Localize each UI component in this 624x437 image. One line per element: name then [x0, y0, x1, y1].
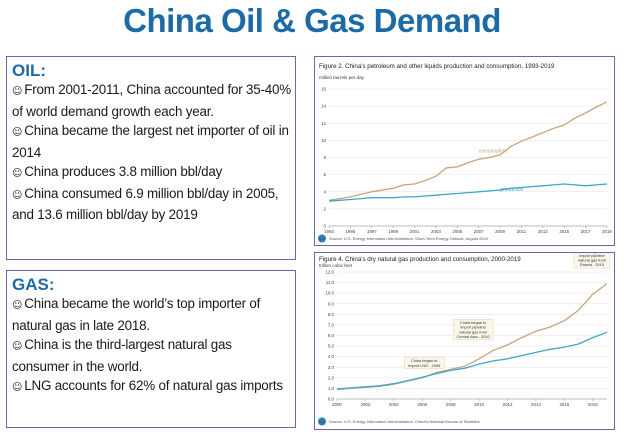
annotation-text: import pipeline	[579, 253, 604, 258]
gas-heading: GAS:	[12, 275, 55, 294]
y-tick-label: 5.0	[328, 344, 335, 349]
y-axis-unit: million barrels per day	[319, 75, 365, 80]
series-line-production	[328, 183, 608, 202]
oil-chart: Figure 2. China's petroleum and other li…	[318, 63, 612, 243]
annotation-text: China began to	[411, 358, 437, 363]
annotation-box	[573, 253, 611, 269]
series-line-production	[336, 331, 608, 390]
eia-logo-icon	[318, 417, 326, 426]
y-tick-label: 2.0	[328, 375, 335, 380]
eia-logo-text: eia	[319, 236, 325, 241]
series-line-consumption	[328, 101, 608, 201]
list-item: ☺ China consumed 6.9 million bbl/day in 2…	[12, 185, 279, 223]
list-item: ☺ China is the third-largest natural gas …	[12, 337, 232, 374]
x-tick-label: 2017	[581, 229, 591, 234]
x-tick-label: 2004	[389, 402, 399, 407]
y-tick-label: 9.0	[328, 301, 335, 306]
eia-logo-text: eia	[319, 419, 325, 424]
x-tick-label: 2006	[417, 402, 427, 407]
x-tick-label: 2008	[446, 402, 456, 407]
x-tick-label: 2010	[474, 402, 484, 407]
x-tick-label: 1999	[388, 229, 398, 234]
consumption-label: consumption	[479, 148, 508, 154]
list-item: ☺ LNG accounts for 62% of natural gas imp…	[12, 378, 283, 393]
x-tick-label: 1995	[345, 229, 355, 234]
x-tick-label: 1997	[367, 229, 377, 234]
chart-source: Source: U.S. Energy Information Administ…	[329, 419, 480, 424]
oil-bullet-list: ☺ From 2001-2011, China accounted for 35-…	[7, 80, 295, 225]
y-tick-label: 10.0	[325, 291, 334, 296]
y-tick-label: 2	[324, 206, 327, 211]
gas-chart: Figure 4. China's dry natural gas produc…	[318, 253, 611, 426]
x-tick-label: 2019	[602, 229, 612, 234]
smiley-bullet-icon: ☺	[12, 189, 23, 201]
chart-title: Figure 4. China's dry natural gas produc…	[319, 256, 521, 263]
page-title: China Oil & Gas Demand	[123, 2, 501, 39]
annotation-box	[452, 319, 494, 341]
gas-chart-figure: Figure 4. China's dry natural gas produc…	[314, 252, 615, 430]
y-tick-label: 4	[324, 189, 327, 194]
x-tick-label: 2013	[538, 229, 548, 234]
annotation-text: Russia - 2019	[580, 262, 604, 267]
eia-logo-icon	[318, 234, 326, 243]
annotation-text: natural gas from	[459, 329, 487, 334]
gas-panel: GAS: ☺ China became the world’s top impor…	[6, 270, 296, 428]
y-tick-label: 0.0	[328, 397, 335, 402]
smiley-bullet-icon: ☺	[12, 127, 23, 138]
list-item: ☺ From 2001-2011, China accounted for 35-…	[12, 82, 292, 119]
list-item: ☺ China became the largest net importer o…	[12, 123, 289, 160]
list-item: ☺ China produces 3.8 million bbl/day	[12, 164, 223, 179]
x-tick-label: 2007	[474, 229, 484, 234]
annotation-text: Central Asia - 2010	[457, 334, 491, 339]
x-tick-label: 2012	[503, 402, 513, 407]
gas-bullet-list: ☺ China became the world’s top importer o…	[7, 294, 295, 398]
y-axis-unit: trillion cubic feet	[319, 263, 353, 268]
smiley-bullet-icon: ☺	[12, 168, 23, 179]
y-tick-label: 8.0	[328, 312, 335, 317]
chart-source: Source: U.S. Energy Information Administ…	[329, 236, 489, 241]
smiley-bullet-icon: ☺	[12, 86, 23, 97]
annotation-text: natural gas from	[578, 257, 606, 262]
y-tick-label: 6.0	[328, 333, 335, 338]
oil-panel: OIL: ☺ From 2001-2011, China accounted fo…	[6, 56, 296, 260]
smiley-bullet-icon: ☺	[12, 382, 23, 393]
smiley-bullet-icon: ☺	[12, 341, 23, 352]
x-tick-label: 1993	[324, 229, 334, 234]
x-tick-label: 2005	[452, 229, 462, 234]
oil-heading: OIL:	[12, 61, 46, 80]
list-item: ☺ China became the world’s top importer o…	[12, 296, 261, 333]
x-tick-label: 2009	[495, 229, 505, 234]
x-tick-label: 2002	[361, 402, 371, 407]
x-tick-label: 2003	[431, 229, 441, 234]
x-tick-label: 2014	[531, 402, 541, 407]
x-tick-label: 2018	[588, 402, 598, 407]
chart-title: Figure 2. China's petroleum and other li…	[319, 63, 555, 70]
y-tick-label: 7.0	[328, 322, 335, 327]
x-tick-label: 2015	[559, 229, 569, 234]
y-tick-label: 10	[321, 138, 326, 143]
y-tick-label: 11.0	[326, 280, 335, 285]
x-tick-label: 2011	[517, 229, 527, 234]
x-tick-label: 2016	[559, 402, 569, 407]
y-tick-label: 0	[324, 224, 327, 229]
y-tick-label: 16	[321, 87, 326, 92]
y-tick-label: 14	[321, 104, 326, 109]
annotation-box	[404, 357, 445, 369]
y-tick-label: 6	[324, 172, 327, 177]
smiley-bullet-icon: ☺	[12, 300, 23, 311]
oil-chart-figure: Figure 2. China's petroleum and other li…	[314, 56, 615, 246]
annotation-text: import LNG - 2006	[408, 363, 440, 368]
y-tick-label: 12	[321, 121, 326, 126]
annotation-text: China began to	[460, 320, 486, 325]
y-tick-label: 4.0	[328, 354, 335, 359]
production-label: production	[500, 187, 524, 193]
y-tick-label: 1.0	[328, 386, 335, 391]
y-tick-label: 12.0	[325, 270, 334, 275]
y-tick-label: 8	[324, 155, 327, 160]
x-tick-label: 2000	[332, 402, 342, 407]
y-tick-label: 3.0	[328, 365, 335, 370]
annotation-text: import pipeline	[460, 325, 485, 330]
x-tick-label: 2001	[410, 229, 420, 234]
